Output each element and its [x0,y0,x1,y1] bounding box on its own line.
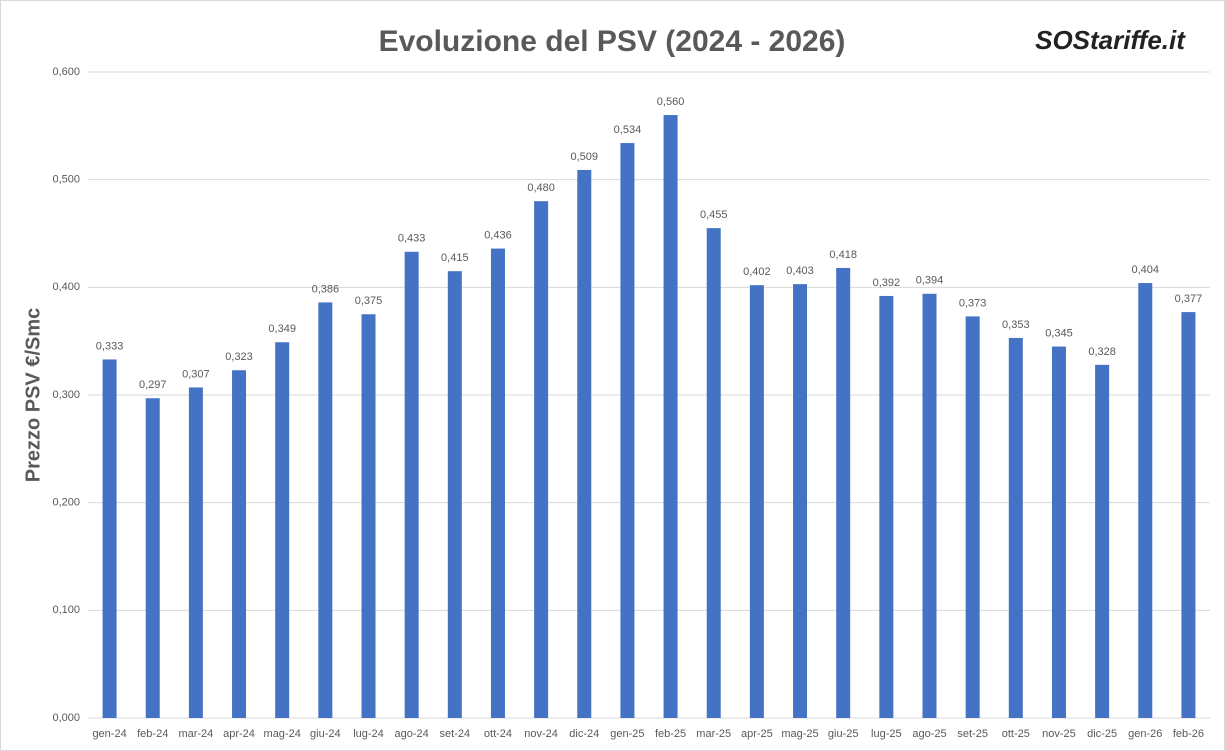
logo: SOStariffe.it [1035,25,1186,55]
x-tick-label: mar-25 [696,728,731,740]
x-tick-label: lug-25 [871,728,902,740]
x-tick-label: ott-24 [484,728,512,740]
data-label: 0,373 [959,297,987,309]
x-tick-label: gen-25 [610,728,644,740]
bar [836,267,851,718]
x-tick-label: ott-25 [1002,728,1030,740]
data-label: 0,377 [1175,293,1203,305]
data-label: 0,375 [355,295,383,307]
data-label: 0,455 [700,209,728,221]
bar [620,143,635,718]
data-label: 0,534 [614,124,642,136]
x-tick-label: feb-25 [655,728,686,740]
y-tick-label: 0,400 [52,281,80,293]
bar [361,314,376,718]
data-label: 0,349 [268,323,296,335]
bar [577,169,592,718]
data-label: 0,386 [312,283,340,295]
bar [490,248,505,718]
bar [1008,337,1023,718]
x-tick-label: ago-25 [912,728,946,740]
data-label: 0,436 [484,229,512,241]
bar [145,398,160,718]
bar [534,201,549,718]
y-tick-label: 0,300 [52,389,80,401]
x-tick-label: mar-24 [178,728,213,740]
bar [447,271,462,718]
bar [749,285,764,718]
bar [1095,364,1110,718]
data-label: 0,345 [1045,327,1073,339]
x-tick-label: mag-24 [264,728,301,740]
data-label: 0,394 [916,275,944,287]
x-tick-label: giu-24 [310,728,341,740]
y-axis-label: Prezzo PSV €/Smc [22,308,44,483]
data-label: 0,480 [527,182,555,194]
data-label: 0,323 [225,351,253,363]
bar [879,295,894,718]
x-tick-label: apr-25 [741,728,773,740]
data-label: 0,433 [398,233,426,245]
x-tick-label: gen-26 [1128,728,1162,740]
x-tick-label: gen-24 [92,728,126,740]
bar [1138,283,1153,718]
bar [404,251,419,718]
bar [232,370,247,718]
bar [275,342,290,718]
bar [102,359,117,718]
x-tick-label: nov-24 [524,728,558,740]
y-tick-label: 0,500 [52,174,80,186]
data-label: 0,560 [657,96,685,108]
bar [1051,346,1066,718]
x-tick-label: lug-24 [353,728,384,740]
data-label: 0,402 [743,266,771,278]
data-label: 0,403 [786,265,814,277]
x-tick-label: feb-24 [137,728,168,740]
bar [318,302,333,718]
x-tick-label: set-25 [957,728,988,740]
x-tick-label: ago-24 [395,728,429,740]
y-tick-label: 0,000 [52,712,80,724]
bar [793,284,808,718]
x-tick-label: dic-25 [1087,728,1117,740]
data-label: 0,392 [873,277,901,289]
data-label: 0,333 [96,340,124,352]
y-tick-label: 0,100 [52,604,80,616]
bar [663,115,678,719]
x-tick-label: nov-25 [1042,728,1076,740]
y-tick-label: 0,600 [52,66,80,78]
bar [188,387,203,718]
data-label: 0,418 [829,249,857,261]
bar [706,228,721,718]
bar [965,316,980,718]
data-label: 0,404 [1132,264,1160,276]
data-label: 0,509 [571,151,599,163]
data-label: 0,328 [1088,346,1116,358]
x-tick-label: mag-25 [781,728,818,740]
data-label: 0,307 [182,368,210,380]
bar [1181,312,1196,718]
chart-title: Evoluzione del PSV (2024 - 2026) [379,25,846,58]
x-tick-label: giu-25 [828,728,859,740]
y-tick-label: 0,200 [52,497,80,509]
x-tick-label: dic-24 [569,728,599,740]
x-tick-label: feb-26 [1173,728,1204,740]
data-label: 0,353 [1002,319,1030,331]
bar [922,293,937,718]
data-label: 0,415 [441,252,469,264]
x-tick-label: apr-24 [223,728,255,740]
data-label: 0,297 [139,379,167,391]
x-tick-label: set-24 [440,728,471,740]
